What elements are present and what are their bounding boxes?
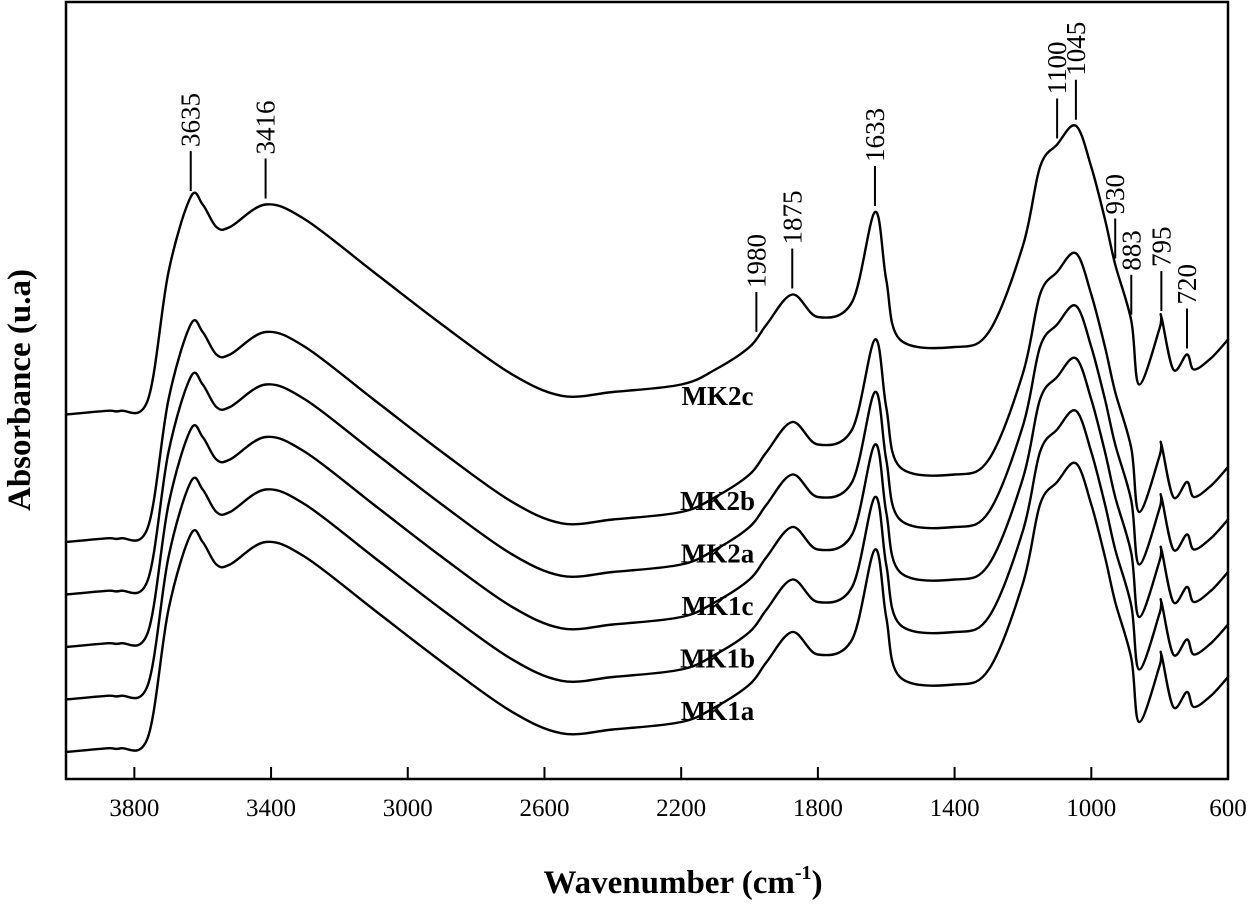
series-line-MK1a	[64, 461, 1230, 754]
x-tick-label-600: 600	[1209, 795, 1247, 822]
series-line-MK2a	[64, 304, 1230, 596]
series-labels: MK1a MK1b MK1c MK2a MK2b MK2c	[680, 381, 755, 726]
x-tick-label-1400: 1400	[930, 795, 980, 822]
x-tick-label-1000: 1000	[1066, 795, 1116, 822]
peak-label-795: 795	[1146, 227, 1176, 268]
y-axis-title: Absorbance (u.a)	[2, 269, 38, 511]
x-tick-label-3400: 3400	[246, 795, 296, 822]
series-label-MK1c: MK1c	[682, 591, 754, 621]
series-label-MK2c: MK2c	[682, 381, 754, 411]
spectra-curves	[64, 124, 1230, 754]
x-tick-label-2200: 2200	[656, 795, 706, 822]
peak-label-720: 720	[1172, 264, 1202, 305]
peak-label-1980: 1980	[741, 234, 771, 288]
series-line-MK1b	[64, 409, 1230, 701]
series-label-MK1a: MK1a	[681, 696, 755, 726]
series-label-MK2a: MK2a	[681, 538, 755, 568]
x-tick-label-1800: 1800	[793, 795, 843, 822]
peak-label-1875: 1875	[777, 191, 807, 245]
x-axis-title: Wavenumber (cm-1)	[543, 862, 822, 901]
series-label-MK1b: MK1b	[680, 643, 755, 673]
series-line-MK1c	[64, 356, 1230, 649]
series-label-MK2b: MK2b	[680, 486, 755, 516]
series-line-MK2b	[64, 251, 1230, 544]
peak-label-3416: 3416	[251, 101, 281, 155]
peak-label-3635: 3635	[176, 93, 206, 147]
series-line-MK2c	[64, 124, 1230, 416]
peak-label-1045: 1045	[1061, 22, 1091, 76]
x-tick-label-3800: 3800	[109, 795, 159, 822]
x-axis-ticks: 3800 3400 3000 2600 2200 1800 1400 1000 600	[109, 767, 1247, 822]
x-tick-label-3000: 3000	[383, 795, 433, 822]
peak-label-930: 930	[1100, 174, 1130, 215]
peak-label-883: 883	[1116, 230, 1146, 271]
x-tick-label-2600: 2600	[519, 795, 569, 822]
plot-frame	[64, 0, 1230, 781]
peak-label-1100: 1100	[1042, 42, 1072, 95]
peak-label-1633: 1633	[860, 108, 890, 162]
